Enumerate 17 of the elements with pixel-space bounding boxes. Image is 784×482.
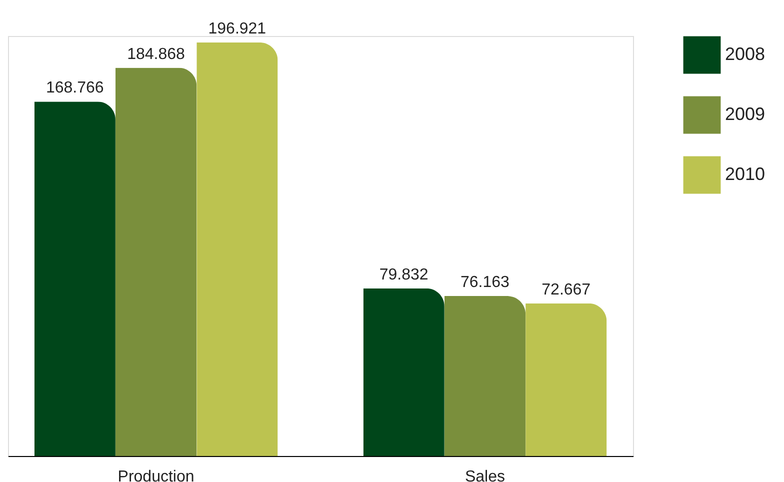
bar [526, 303, 607, 456]
legend-label: 2008 [725, 44, 766, 64]
bar [34, 102, 116, 456]
x-tick-label: Production [118, 468, 194, 482]
data-label: 79.832 [379, 266, 428, 284]
data-label: 76.163 [460, 274, 510, 292]
bar [115, 68, 197, 456]
bar [196, 42, 278, 456]
data-label: 168.766 [46, 80, 104, 97]
data-label: 72.667 [542, 281, 591, 298]
bar [444, 296, 526, 456]
legend-label: 2010 [725, 164, 766, 184]
bar [363, 288, 444, 456]
data-label: 184.868 [127, 46, 186, 63]
data-label: 196.921 [208, 20, 266, 38]
legend-label: 2009 [725, 104, 766, 124]
x-tick-label: Sales [464, 468, 505, 482]
